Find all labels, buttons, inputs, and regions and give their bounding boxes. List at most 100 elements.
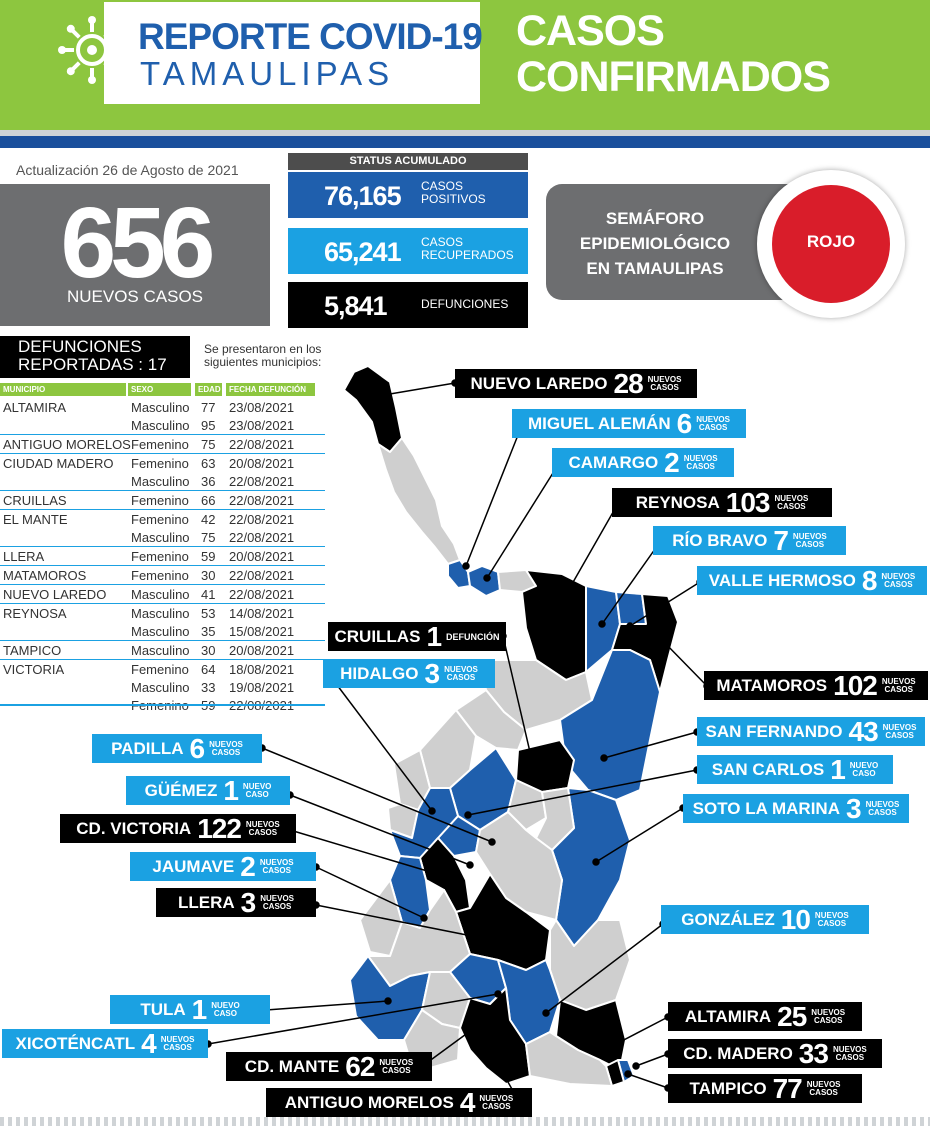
status-title: STATUS ACUMULADO: [288, 153, 528, 170]
cell-edad: 75: [201, 437, 216, 452]
header-sexo: SEXO: [128, 383, 191, 396]
deaths-note: Se presentaron en los siguientes municip…: [204, 343, 344, 369]
callout-suffix: NUEVOS CASOS: [160, 1034, 195, 1052]
cell-edad: 63: [201, 456, 216, 471]
cell-sexo: Masculino: [131, 624, 190, 639]
callout-count: 1: [223, 774, 239, 806]
defunciones-label: DEFUNCIONES: [421, 297, 509, 311]
callout-count: 77: [772, 1072, 803, 1104]
cell-edad: 36: [201, 474, 216, 489]
cell-municipio: ANTIGUO MORELOS: [3, 437, 131, 452]
callout-name: MIGUEL ALEMÁN: [528, 413, 671, 433]
callout-suffix: NUEVOS CASOS: [245, 819, 280, 837]
cell-fecha: 19/08/2021: [229, 680, 295, 695]
callout-miguel-aleman: MIGUEL ALEMÁN 6 NUEVOS CASOS: [512, 408, 746, 439]
callout-suffix: NUEVOS CASOS: [259, 857, 294, 875]
callout-cruillas: CRUILLAS 1 DEFUNCIÓN: [328, 621, 506, 652]
new-cases-panel: [0, 184, 270, 326]
callout-count: 8: [861, 564, 878, 596]
callout-tula: TULA 1 NUEVO CASO: [110, 994, 270, 1025]
map-aldama-south: [525, 1031, 613, 1087]
callout-suffix: NUEVOS CASOS: [774, 493, 809, 511]
cell-fecha: 14/08/2021: [229, 606, 295, 621]
table-row: LLERA Femenino 59 20/08/2021: [0, 546, 325, 565]
callout-name: SAN CARLOS: [711, 759, 825, 779]
table-row: Masculino 36 22/08/2021: [0, 472, 325, 490]
cell-municipio: REYNOSA: [3, 606, 67, 621]
title-box: [104, 2, 480, 104]
cell-edad: 30: [201, 643, 216, 658]
semaforo-line2: EPIDEMIOLÓGICO: [579, 234, 731, 253]
callout-name: XICOTÉNCATL: [15, 1033, 136, 1053]
cell-fecha: 22/08/2021: [229, 530, 295, 545]
cell-municipio: VICTORIA: [3, 662, 65, 677]
callout-name: MATAMOROS: [716, 675, 828, 695]
cell-fecha: 18/08/2021: [229, 662, 295, 677]
table-row: Masculino 75 22/08/2021: [0, 528, 325, 546]
deaths-title-line1: DEFUNCIONES: [18, 337, 142, 356]
callout-name: HIDALGO: [340, 663, 419, 683]
cell-municipio: NUEVO LAREDO: [3, 587, 107, 602]
deaths-title-line2: REPORTADAS : 17: [18, 355, 167, 374]
deaths-table: ALTAMIRA Masculino 77 23/08/2021 Masculino 95…: [0, 398, 325, 714]
callout-soto-la-marina: SOTO LA MARINA 3 NUEVOS CASOS: [683, 793, 909, 824]
callout-count: 102: [833, 669, 878, 701]
callout-name: JAUMAVE: [152, 856, 235, 876]
cell-municipio: MATAMOROS: [3, 568, 87, 583]
callout-suffix: NUEVO CASO: [211, 1000, 240, 1018]
callout-suffix: NUEVOS CASOS: [209, 739, 243, 757]
cell-municipio: CRUILLAS: [3, 493, 67, 508]
header-edad: EDAD: [195, 383, 222, 396]
defunciones-value: 5,841: [324, 291, 388, 321]
callout-nuevo-laredo: NUEVO LAREDO 28 NUEVOS CASOS: [455, 368, 697, 399]
callout-count: 4: [141, 1027, 157, 1059]
callout-count: 33: [798, 1037, 829, 1069]
cell-edad: 35: [201, 624, 216, 639]
table-row: Masculino 33 19/08/2021: [0, 678, 325, 696]
callout-llera: LLERA 3 NUEVOS CASOS: [156, 887, 316, 918]
cell-municipio: LLERA: [3, 549, 45, 564]
positivos-label: CASOS POSITIVOS: [421, 180, 526, 206]
table-row: CRUILLAS Femenino 66 22/08/2021: [0, 490, 325, 509]
callout-suffix: NUEVOS CASOS: [881, 676, 916, 694]
callout-xicotencatl: XICOTÉNCATL 4 NUEVOS CASOS: [2, 1027, 208, 1059]
callout-count: 4: [459, 1086, 476, 1118]
recuperados-label: CASOS RECUPERADOS: [421, 236, 526, 262]
status-defunciones: 5,841 DEFUNCIONES: [288, 282, 528, 328]
header-stripe-gray: [0, 130, 930, 136]
deaths-note-line2: siguientes municipios:: [204, 355, 322, 369]
cell-sexo: Femenino: [131, 512, 189, 527]
section-title-line1: CASOS: [516, 7, 665, 55]
cell-fecha: 22/08/2021: [229, 493, 295, 508]
report-subtitle: TAMAULIPAS: [140, 55, 395, 92]
callout-name: SAN FERNANDO: [705, 721, 843, 741]
cell-sexo: Masculino: [131, 418, 190, 433]
map-camargo: [467, 565, 501, 597]
cell-fecha: 22/08/2021: [229, 512, 295, 527]
cell-edad: 53: [201, 606, 216, 621]
callout-name: ANTIGUO MORELOS: [284, 1092, 454, 1112]
callout-name: VALLE HERMOSO: [708, 570, 856, 590]
callout-suffix: NUEVOS CASOS: [260, 893, 295, 911]
table-bottom-rule: [0, 704, 325, 706]
callout-suffix: NUEVOS CASOS: [806, 1079, 841, 1097]
table-row: Masculino 35 15/08/2021: [0, 622, 325, 640]
table-row: VICTORIA Femenino 64 18/08/2021: [0, 659, 325, 678]
callout-altamira: ALTAMIRA 25 NUEVOS CASOS: [668, 1001, 862, 1032]
callout-name: RÍO BRAVO: [672, 530, 768, 550]
callout-count: 2: [240, 850, 256, 882]
cell-edad: 66: [201, 493, 216, 508]
new-cases-number: 656: [60, 187, 216, 299]
cell-sexo: Femenino: [131, 437, 189, 452]
deaths-title-box: [0, 336, 190, 378]
cell-fecha: 22/08/2021: [229, 587, 295, 602]
callout-suffix: NUEVOS CASOS: [647, 374, 682, 392]
table-row: Masculino 95 23/08/2021: [0, 416, 325, 434]
callout-rio-bravo: RÍO BRAVO 7 NUEVOS CASOS: [653, 525, 846, 556]
cell-edad: 42: [201, 512, 216, 527]
table-row: ALTAMIRA Masculino 77 23/08/2021: [0, 398, 325, 416]
callout-suffix: NUEVOS CASOS: [683, 453, 718, 471]
table-row: TAMPICO Masculino 30 20/08/2021: [0, 640, 325, 659]
callout-guemez: GÜÉMEZ 1 NUEVO CASO: [126, 774, 290, 806]
callout-name: CD. VICTORIA: [76, 818, 192, 838]
